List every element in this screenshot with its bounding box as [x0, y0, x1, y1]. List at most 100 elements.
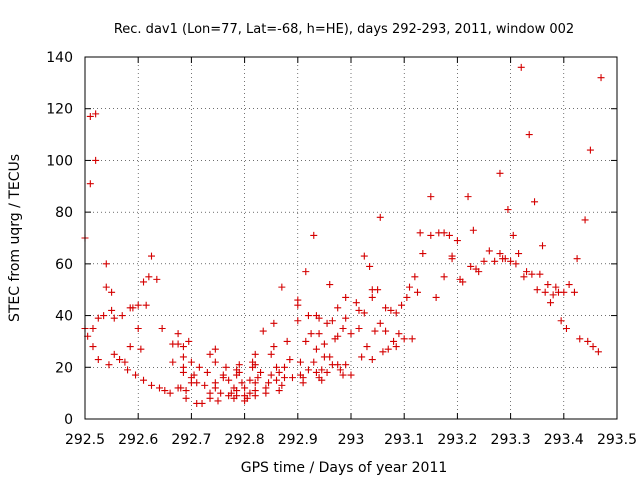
data-point	[251, 361, 259, 369]
data-point	[533, 286, 541, 294]
data-point	[203, 368, 211, 376]
data-point	[102, 260, 110, 268]
data-point	[281, 374, 288, 382]
data-point	[549, 291, 557, 299]
data-point	[512, 260, 520, 268]
data-point	[453, 237, 461, 245]
data-point	[536, 270, 544, 278]
data-point	[342, 314, 350, 322]
data-point	[485, 247, 493, 255]
data-point	[259, 327, 267, 335]
data-point	[334, 304, 342, 312]
data-point	[134, 301, 142, 309]
y-tick-label: 60	[55, 257, 73, 273]
data-point	[241, 384, 249, 392]
data-point	[501, 255, 509, 263]
data-point	[235, 361, 243, 369]
chart-title: Rec. dav1 (Lon=77, Lat=-68, h=HE), days …	[114, 22, 574, 37]
data-point	[243, 394, 251, 402]
data-point	[102, 283, 110, 291]
data-point	[459, 278, 467, 286]
data-point	[275, 368, 283, 376]
x-tick-label: 292.8	[225, 432, 265, 448]
data-point	[544, 281, 552, 289]
y-tick-label: 20	[55, 360, 73, 376]
data-point	[124, 366, 132, 374]
data-point	[342, 361, 350, 369]
data-point	[267, 371, 275, 379]
data-point	[312, 345, 320, 353]
data-point	[246, 389, 254, 397]
data-point	[262, 389, 270, 397]
x-tick-label: 292.5	[65, 432, 105, 448]
data-point	[315, 314, 323, 322]
y-axis-label: STEC from uqrg / TECUs	[7, 154, 23, 322]
data-points	[81, 63, 605, 407]
data-point	[129, 304, 137, 312]
data-point	[140, 376, 148, 384]
x-tick-label: 293	[338, 432, 365, 448]
data-point	[342, 293, 350, 301]
data-point	[270, 319, 278, 327]
data-point	[270, 343, 278, 351]
data-point	[491, 257, 499, 265]
data-point	[334, 361, 342, 369]
data-point	[339, 325, 347, 332]
data-point	[211, 379, 219, 387]
y-tick-label: 80	[55, 205, 73, 221]
data-point	[142, 301, 150, 309]
x-tick-label: 292.6	[118, 432, 158, 448]
y-tick-label: 100	[46, 153, 73, 169]
data-point	[89, 343, 97, 351]
data-point	[355, 306, 363, 314]
data-point	[517, 63, 525, 71]
data-point	[206, 350, 214, 358]
data-point	[118, 312, 126, 320]
data-point	[211, 345, 219, 353]
data-point	[100, 312, 108, 320]
data-point	[358, 353, 366, 361]
data-point	[427, 231, 435, 239]
data-point	[182, 394, 190, 402]
data-point	[336, 366, 344, 374]
data-point	[281, 363, 288, 371]
data-point	[525, 131, 533, 139]
data-point	[267, 350, 275, 358]
data-point	[398, 301, 406, 309]
data-point	[251, 350, 259, 358]
data-point	[190, 371, 198, 379]
data-point	[355, 325, 363, 332]
y-tick-label: 140	[46, 50, 73, 66]
data-point	[326, 353, 334, 361]
data-point	[360, 252, 368, 260]
x-tick-label: 292.9	[278, 432, 318, 448]
data-point	[366, 262, 374, 270]
data-point	[464, 193, 472, 201]
data-point	[427, 193, 435, 201]
data-point	[140, 278, 148, 286]
data-point	[286, 356, 294, 364]
data-point	[304, 312, 312, 320]
data-point	[307, 330, 315, 338]
grid	[85, 57, 617, 419]
data-point	[560, 288, 568, 296]
data-point	[368, 356, 376, 364]
data-point	[302, 337, 310, 345]
data-point	[211, 358, 219, 366]
data-point	[496, 250, 504, 258]
data-point	[440, 273, 448, 281]
data-point	[520, 273, 528, 281]
data-point	[371, 327, 379, 335]
x-tick-labels: 292.5 292.6 292.7 292.8 292.9 293 293.1 293.2 29…	[65, 432, 637, 448]
data-point	[278, 283, 286, 291]
data-point	[318, 366, 326, 374]
plot-frame	[84, 56, 618, 420]
data-point	[360, 309, 368, 317]
data-point	[334, 332, 342, 340]
data-point	[251, 387, 259, 395]
data-point	[586, 146, 594, 154]
data-point	[403, 293, 411, 301]
data-point	[504, 206, 512, 214]
data-point	[323, 319, 331, 327]
